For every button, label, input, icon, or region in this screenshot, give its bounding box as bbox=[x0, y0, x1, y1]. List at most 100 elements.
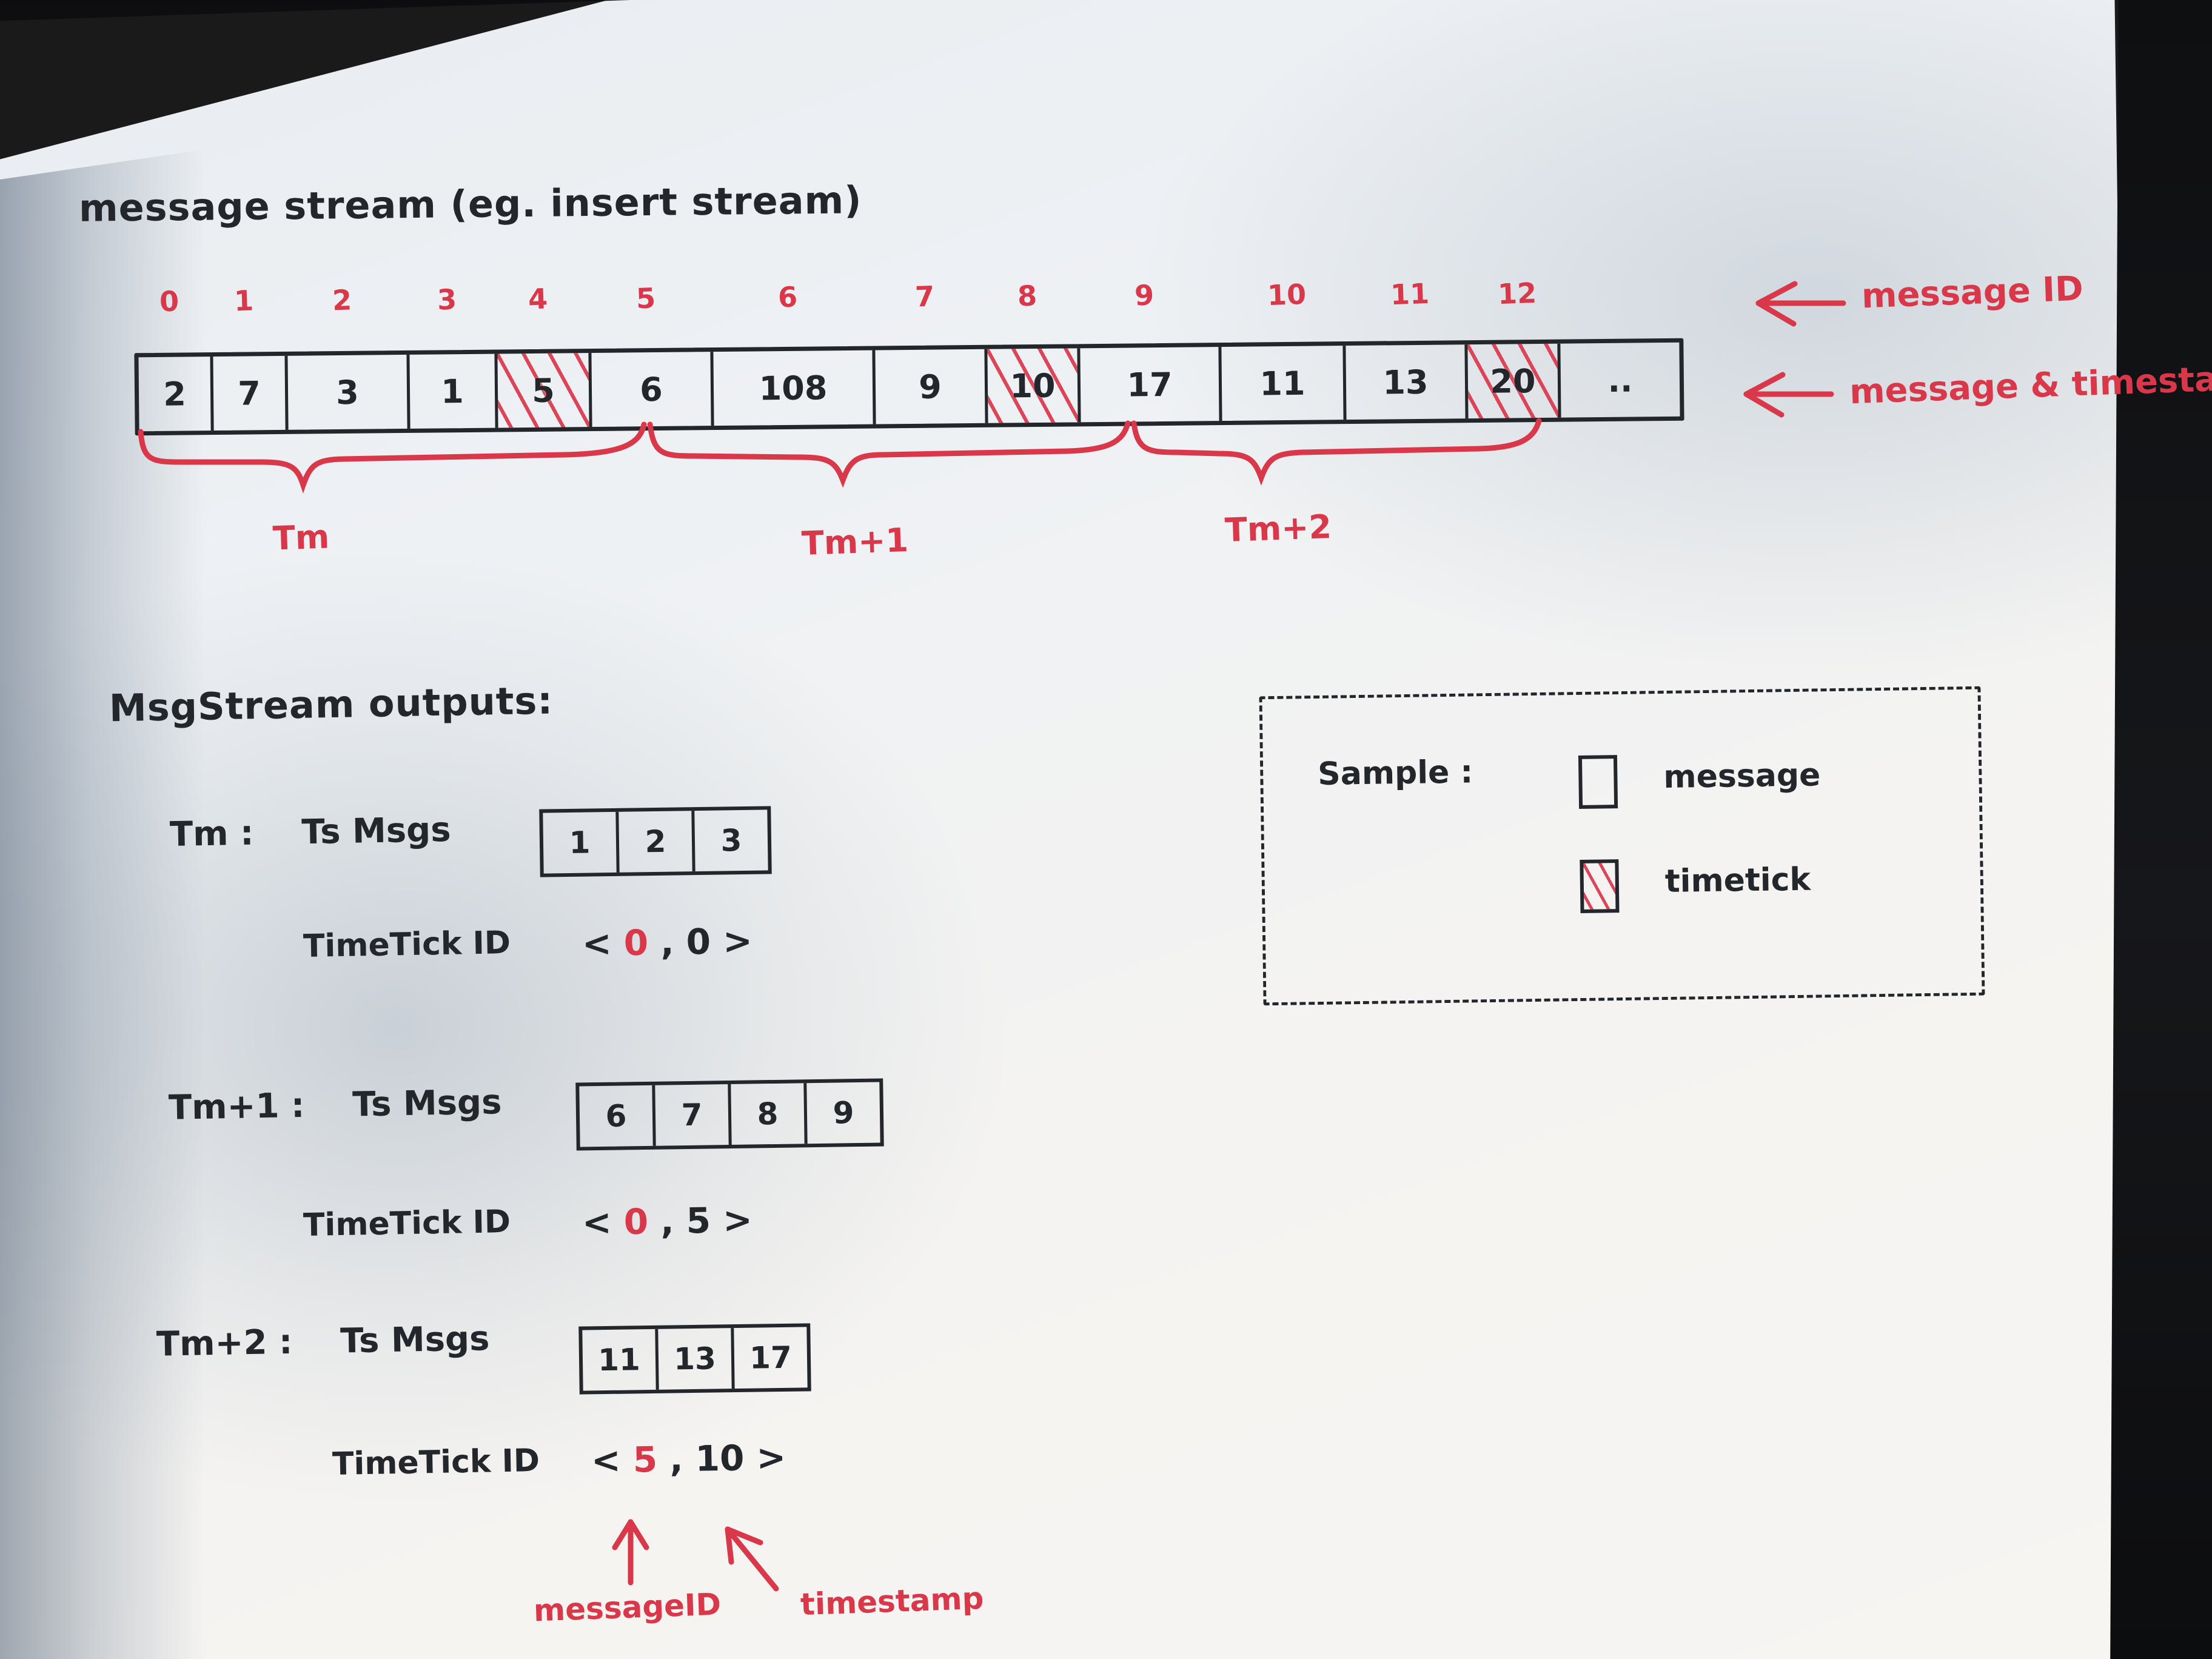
stream-cell-13: .. bbox=[1560, 343, 1680, 418]
stream-cell-0: 2 bbox=[138, 357, 214, 432]
stream-cell-value-10: 11 bbox=[1259, 364, 1305, 403]
tick-open-tm1: < bbox=[581, 1201, 612, 1244]
callout-message-id: messageID bbox=[533, 1586, 722, 1629]
stream-cell-value-11: 13 bbox=[1382, 363, 1429, 402]
stream-cell-value-8: 10 bbox=[1010, 366, 1056, 405]
stream-cell-2: 3 bbox=[287, 354, 411, 430]
msgs-cell-2: 3 bbox=[720, 823, 742, 859]
msgs-cell-3: 9 bbox=[833, 1095, 854, 1131]
row-name-tm2: Tm+2 bbox=[156, 1322, 268, 1364]
legend-box: Sample : message timetick bbox=[1259, 686, 1985, 1006]
stream-cell-value-3: 1 bbox=[440, 372, 464, 411]
stream-cell-10: 11 bbox=[1221, 346, 1347, 421]
row-msgs-label-tm2: Ts Msgs bbox=[340, 1319, 490, 1361]
row-colon-tm1: : bbox=[290, 1085, 305, 1126]
output-msgs-box-tm2: 11 13 17 bbox=[578, 1323, 811, 1395]
stream-cell-value-5: 6 bbox=[639, 370, 663, 409]
stream-cell-value-4: 5 bbox=[531, 371, 555, 410]
tick-open-tm: < bbox=[581, 922, 612, 965]
stream-cell-9: 17 bbox=[1080, 347, 1222, 423]
brace-label-tm: Tm bbox=[272, 517, 330, 558]
msgs-cell-2: 17 bbox=[749, 1339, 793, 1376]
tick-id-tm1: 0 bbox=[623, 1201, 649, 1243]
legend-swatch-message bbox=[1578, 755, 1618, 809]
stream-cell-3: 1 bbox=[409, 354, 498, 429]
row-msgs-label-tm: Ts Msgs bbox=[301, 809, 452, 853]
stream-index-12: 12 bbox=[1497, 276, 1537, 310]
page-title: message stream (eg. insert stream) bbox=[78, 178, 862, 230]
note-message-id: message ID bbox=[1860, 269, 2084, 317]
callout-timestamp: timestamp bbox=[800, 1580, 985, 1623]
msgs-cell-2: 8 bbox=[731, 1083, 808, 1145]
tick-label-tm1: TimeTick ID bbox=[303, 1204, 511, 1244]
outputs-heading: MsgStream outputs: bbox=[109, 678, 554, 731]
output-row-label-tm: Tm : Ts Msgs bbox=[169, 810, 451, 854]
legend-title: Sample : bbox=[1317, 754, 1473, 793]
stream-cell-value-7: 9 bbox=[918, 367, 942, 406]
stream-index-4: 4 bbox=[528, 282, 548, 316]
row-name-tm: Tm bbox=[169, 814, 229, 855]
dark-right-edge bbox=[2110, 0, 2212, 1659]
tick-ts-tm1: 5 bbox=[686, 1199, 711, 1242]
stream-cell-12: 20 bbox=[1467, 343, 1561, 419]
stream-cell-value-9: 17 bbox=[1127, 365, 1173, 404]
legend-label-message: message bbox=[1663, 757, 1821, 796]
tick-value-tm1: < 0 , 5 > bbox=[581, 1199, 752, 1244]
tick-id-tm: 0 bbox=[623, 922, 649, 964]
stream-cell-value-2: 3 bbox=[335, 373, 360, 412]
stream-index-3: 3 bbox=[437, 283, 457, 317]
stream-cell-11: 13 bbox=[1346, 344, 1469, 420]
tick-comma-tm: , bbox=[660, 921, 675, 964]
stream-cell-value-13: .. bbox=[1607, 361, 1633, 400]
brace-label-tm1: Tm+1 bbox=[800, 520, 909, 563]
stream-index-10: 10 bbox=[1267, 277, 1307, 312]
stream-cell-value-6: 108 bbox=[759, 368, 828, 407]
msgs-cell-1: 2 bbox=[618, 811, 695, 873]
stream-index-7: 7 bbox=[914, 280, 935, 313]
stream-cell-4: 5 bbox=[497, 353, 592, 428]
msgs-cell-1: 7 bbox=[655, 1084, 732, 1146]
tick-label-tm: TimeTick ID bbox=[303, 925, 511, 965]
stream-index-1: 1 bbox=[233, 284, 254, 318]
msgs-box: 11 13 17 bbox=[578, 1323, 811, 1395]
message-stream-strip: 2 7 3 1 5 6 108 9 10 17 11 13 20.. bbox=[134, 338, 1684, 436]
tick-comma-tm2: , bbox=[669, 1438, 684, 1480]
stream-cell-5: 6 bbox=[591, 352, 714, 427]
tick-label-tm2: TimeTick ID bbox=[332, 1443, 540, 1483]
tick-value-tm2: < 5 , 10 > bbox=[591, 1436, 786, 1481]
row-colon-tm2: : bbox=[278, 1322, 293, 1362]
stream-cell-value-12: 20 bbox=[1490, 361, 1536, 401]
msgs-cell-1: 13 bbox=[658, 1328, 735, 1390]
row-colon-tm: : bbox=[240, 813, 255, 854]
stream-cells-container: 2 7 3 1 5 6 108 9 10 17 11 13 20.. bbox=[134, 338, 1684, 436]
msgs-cell-0: 11 bbox=[582, 1329, 659, 1391]
output-row-label-tm2: Tm+2 : Ts Msgs bbox=[156, 1319, 489, 1364]
stream-index-2: 2 bbox=[332, 283, 352, 317]
stream-index-6: 6 bbox=[777, 280, 798, 314]
stream-cell-7: 9 bbox=[875, 349, 988, 424]
tick-close-tm: > bbox=[722, 920, 753, 962]
output-row-label-tm1: Tm+1 : Ts Msgs bbox=[168, 1082, 501, 1128]
tick-close-tm2: > bbox=[756, 1436, 786, 1479]
tick-open-tm2: < bbox=[591, 1439, 622, 1481]
msgs-cell-0: 1 bbox=[543, 811, 620, 874]
tick-ts-tm: 0 bbox=[686, 920, 711, 963]
row-name-tm1: Tm+1 bbox=[168, 1086, 280, 1128]
stream-index-8: 8 bbox=[1017, 279, 1037, 313]
stream-index-0: 0 bbox=[159, 284, 179, 318]
stream-index-5: 5 bbox=[635, 281, 656, 315]
legend-swatch-timetick bbox=[1580, 859, 1620, 913]
stream-cell-1: 7 bbox=[213, 355, 289, 431]
stream-index-11: 11 bbox=[1390, 276, 1430, 312]
stream-cell-6: 108 bbox=[713, 350, 876, 426]
tick-close-tm1: > bbox=[722, 1199, 753, 1241]
brace-label-tm2: Tm+2 bbox=[1224, 507, 1332, 550]
tick-ts-tm2: 10 bbox=[695, 1437, 745, 1480]
stream-cell-value-0: 2 bbox=[163, 374, 187, 414]
msgs-cell-0: 6 bbox=[579, 1085, 656, 1147]
